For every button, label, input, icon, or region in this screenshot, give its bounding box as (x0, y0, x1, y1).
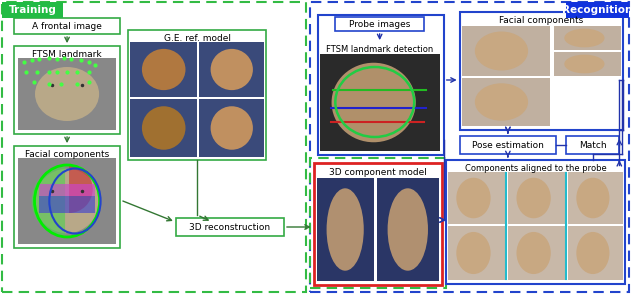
Ellipse shape (475, 83, 528, 121)
Ellipse shape (475, 31, 528, 71)
Ellipse shape (564, 55, 605, 74)
Bar (40, 184, 95, 196)
Wedge shape (69, 165, 93, 213)
Ellipse shape (516, 232, 551, 274)
Text: Components aligned to the probe: Components aligned to the probe (465, 163, 606, 173)
Bar (40, 196, 95, 213)
Bar (460, 12, 623, 130)
Text: 3D reconstruction: 3D reconstruction (189, 223, 270, 231)
Text: Probe images: Probe images (349, 19, 410, 29)
Text: Facial components: Facial components (25, 150, 109, 158)
Ellipse shape (142, 49, 186, 90)
Ellipse shape (577, 232, 609, 274)
Ellipse shape (326, 188, 364, 271)
Bar (319, 54, 440, 151)
Wedge shape (31, 167, 65, 235)
Bar (130, 99, 197, 157)
Ellipse shape (388, 188, 428, 271)
Bar (461, 26, 550, 76)
Ellipse shape (577, 178, 609, 218)
Bar (508, 226, 565, 280)
Bar (335, 17, 424, 31)
Text: Match: Match (579, 141, 607, 150)
Text: Facial components: Facial components (499, 16, 584, 24)
Ellipse shape (142, 106, 186, 150)
Bar (175, 218, 284, 236)
Bar (14, 18, 120, 34)
Ellipse shape (211, 106, 253, 150)
Bar (317, 178, 374, 281)
Bar (448, 226, 505, 280)
Text: G.E. ref. model: G.E. ref. model (164, 34, 231, 43)
Bar (460, 136, 556, 154)
Bar (566, 2, 629, 18)
Bar (128, 30, 266, 160)
Ellipse shape (211, 49, 253, 90)
Bar (18, 158, 116, 244)
Text: Training: Training (8, 5, 56, 15)
Bar (199, 99, 264, 157)
Bar (14, 46, 120, 134)
Bar (14, 146, 120, 248)
Bar (2, 2, 306, 292)
Ellipse shape (564, 29, 605, 47)
Ellipse shape (35, 169, 99, 233)
Bar (2, 2, 63, 18)
Bar (554, 52, 621, 76)
Bar (448, 172, 505, 224)
Bar (566, 136, 620, 154)
Bar (314, 163, 442, 285)
Ellipse shape (35, 67, 99, 121)
Text: Pose estimation: Pose estimation (472, 141, 544, 150)
Ellipse shape (516, 178, 551, 218)
Bar (568, 226, 623, 280)
Text: FTSM landmark: FTSM landmark (32, 49, 102, 59)
Text: FTSM landmark detection: FTSM landmark detection (326, 44, 433, 54)
Ellipse shape (456, 232, 491, 274)
Bar (130, 42, 197, 97)
Bar (199, 42, 264, 97)
Ellipse shape (456, 178, 491, 218)
Ellipse shape (332, 63, 416, 142)
Text: 3D component model: 3D component model (329, 168, 427, 176)
Bar (445, 160, 625, 284)
Bar (18, 58, 116, 130)
Bar (310, 2, 629, 292)
Bar (317, 15, 444, 155)
Bar (377, 178, 439, 281)
Text: A frontal image: A frontal image (32, 21, 102, 31)
Bar (554, 26, 621, 50)
Bar (508, 172, 565, 224)
Bar (568, 172, 623, 224)
Text: Recognition: Recognition (563, 5, 633, 15)
Bar (461, 78, 550, 126)
Bar (310, 158, 445, 288)
